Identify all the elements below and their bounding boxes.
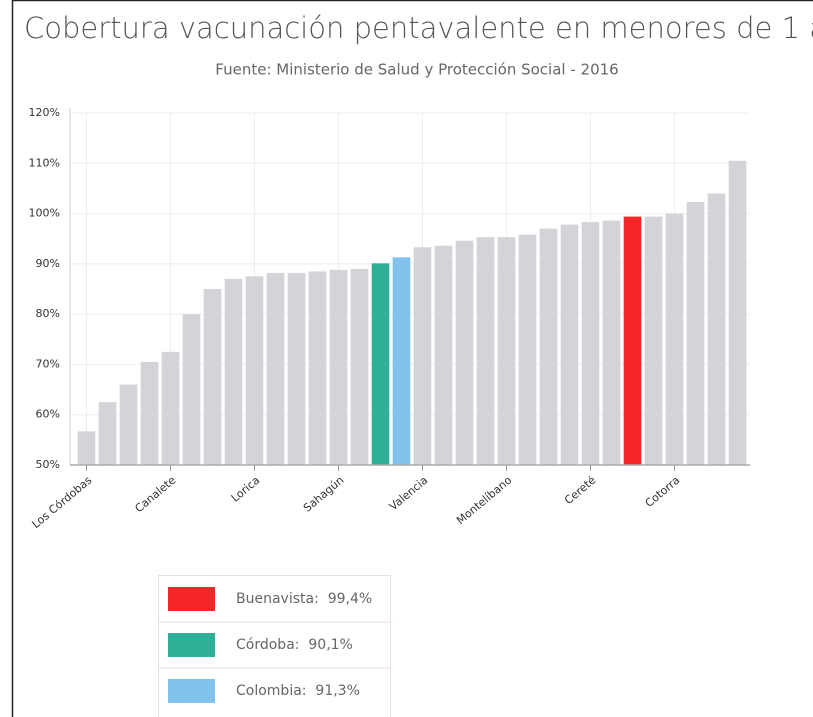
bar [581,222,600,465]
bar [539,228,558,465]
bar [371,263,390,465]
bar [203,289,222,465]
bar [455,240,474,465]
bar [665,213,684,465]
bar [602,220,621,465]
legend-swatch [168,633,215,657]
chart-title: Cobertura vacunación pentavalente en men… [24,11,813,45]
x-tick-label: Lorica [229,474,263,505]
bar [266,272,285,465]
bar [161,351,180,465]
y-tick-label: 60% [36,408,60,421]
legend-swatch [168,679,215,703]
bar [350,268,369,465]
chart-subtitle: Fuente: Ministerio de Salud y Protección… [215,61,618,79]
bar [119,384,138,465]
y-tick-label: 80% [36,307,60,320]
y-tick-label: 100% [29,207,60,220]
bar [476,237,495,465]
bar [245,276,264,465]
y-tick-label: 110% [29,156,60,169]
bar [329,269,348,465]
x-tick-label: Cotorra [643,474,683,510]
x-tick-label: Valencia [387,474,431,514]
y-tick-label: 70% [36,357,60,370]
bar [182,314,201,465]
legend-swatch [168,587,215,611]
y-tick-label: 120% [29,106,60,119]
x-tick-label: Montelíbano [454,473,515,527]
bar [140,361,159,465]
x-tick-label: Los Córdobas [29,473,94,531]
legend-label: Buenavista: 99,4% [236,591,372,607]
bar [518,234,537,465]
bar [434,245,453,465]
bar [623,216,642,465]
bar [560,224,579,465]
bar [497,237,516,465]
bar [413,247,432,465]
bar [392,257,411,465]
x-tick-label: Cereté [562,473,599,507]
y-tick-label: 90% [36,257,60,270]
bar [707,193,726,465]
x-tick-label: Canalete [132,473,178,515]
frame [11,0,813,717]
bar [308,271,327,465]
x-tick-label: Sahagún [301,474,346,515]
bar [287,272,306,465]
bar [224,278,243,465]
y-tick-label: 50% [36,458,60,471]
bar [77,431,96,465]
legend-label: Córdoba: 90,1% [236,637,353,653]
bar [728,160,747,465]
legend-label: Colombia: 91,3% [236,683,360,699]
bar [98,402,117,465]
bar [644,216,663,465]
bar [686,202,705,465]
